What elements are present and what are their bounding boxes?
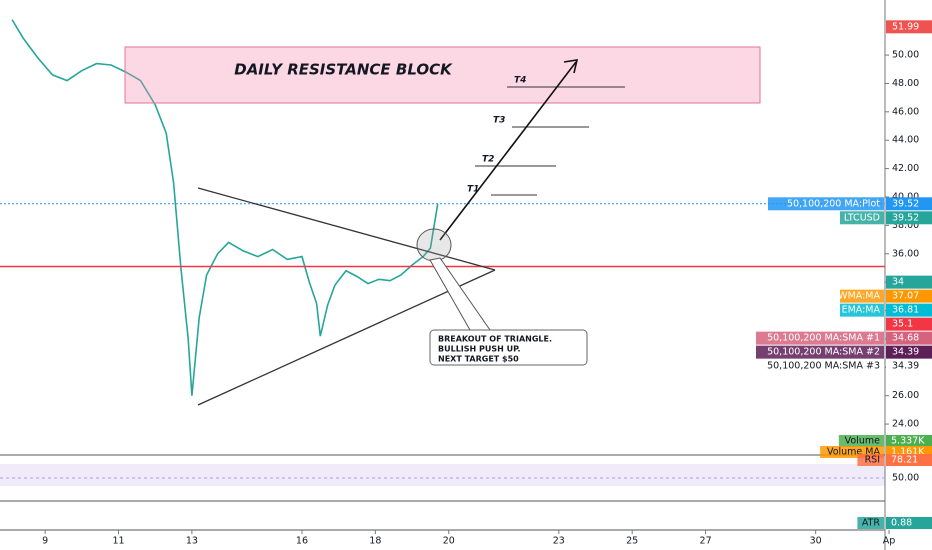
callout-text: BULLISH PUSH UP.	[438, 345, 521, 354]
indicator-value: 5.337K	[891, 436, 925, 447]
x-tick-label: 30	[810, 536, 822, 547]
rsi-tick-label: 50.00	[892, 473, 919, 484]
series-badge-name: EMA:MA	[842, 305, 881, 316]
indicator-value: 1.161K	[891, 447, 925, 458]
series-badge	[756, 359, 884, 373]
x-tick-label: Ap	[883, 536, 896, 547]
price-badge-value: 34.39	[892, 361, 919, 372]
price-badge-value: 34.68	[892, 333, 919, 344]
price-badge	[886, 345, 932, 359]
price-badge-value: 51.99	[892, 21, 919, 32]
series-badge-name: 50,100,200 MA:SMA #1	[767, 333, 880, 344]
y-tick-label: 36.00	[892, 248, 919, 259]
x-tick-label: 25	[626, 536, 638, 547]
indicator-name: ATR	[862, 518, 881, 529]
y-tick-label: 26.00	[892, 390, 919, 401]
indicator-badge	[886, 517, 932, 529]
y-tick-label: 48.00	[892, 78, 919, 89]
indicator-badge	[886, 454, 932, 466]
price-badge	[886, 20, 932, 34]
triangle-line	[197, 269, 496, 406]
price-badge-value: 39.52	[892, 198, 919, 209]
x-tick-label: 18	[369, 536, 381, 547]
x-tick-label: 9	[42, 536, 48, 547]
indicator-name-badge	[857, 517, 884, 529]
series-badge-name: WMA:MA	[838, 291, 880, 302]
price-badge	[886, 303, 932, 317]
price-badge	[886, 289, 932, 303]
y-tick-label: 44.00	[892, 135, 919, 146]
indicator-name: Volume	[845, 436, 880, 447]
price-badge	[886, 359, 932, 373]
indicator-value: 0.88	[891, 518, 912, 529]
price-badge	[886, 317, 932, 331]
price-badge	[886, 275, 932, 289]
callout-text: NEXT TARGET $50	[438, 355, 519, 364]
highlight-circle	[416, 228, 452, 262]
price-badge-value: 35.1	[892, 319, 913, 330]
indicator-name: RSI	[865, 455, 880, 466]
price-badge	[886, 331, 932, 345]
target-label: T2	[482, 155, 494, 165]
y-tick-label: 40.00	[892, 191, 919, 202]
callout-box	[429, 329, 588, 366]
block-label: DAILY RESISTANCE BLOCK	[234, 61, 453, 79]
callout-text: BREAKOUT OF TRIANGLE.	[438, 335, 552, 344]
target-label: T3	[493, 116, 505, 126]
y-tick-label: 42.00	[892, 163, 919, 174]
triangle-line	[197, 187, 496, 271]
price-badge	[886, 211, 932, 225]
y-tick-label: 50.00	[892, 50, 919, 61]
arrow	[439, 61, 577, 241]
series-badge	[768, 197, 884, 211]
series-badge-name: 50,100,200 MA:Plot	[787, 198, 880, 209]
indicator-name-badge	[838, 435, 884, 447]
y-tick-label: 38.00	[892, 220, 919, 231]
x-tick-label: 27	[700, 536, 712, 547]
series-badge	[756, 331, 884, 345]
series-badge-name: LTCUSD	[844, 212, 880, 223]
series-badge	[840, 211, 884, 225]
series-badge	[840, 303, 884, 317]
price-badge-value: 34	[892, 277, 904, 288]
price-line	[11, 19, 439, 396]
drawings: DAILY RESISTANCE BLOCK T1 T2 T3 T4 BREAK…	[124, 46, 761, 406]
target-label: T4	[514, 76, 526, 86]
x-tick-label: 20	[443, 536, 455, 547]
price-badge-value: 36.81	[892, 305, 919, 316]
indicator-badge	[886, 435, 932, 447]
series-badge-name: 50,100,200 MA:SMA #2	[767, 347, 880, 358]
x-tick-label: 13	[186, 536, 198, 547]
x-tick-label: 16	[296, 536, 308, 547]
x-tick-label: 23	[553, 536, 565, 547]
y-tick-label: 24.00	[892, 419, 919, 430]
indicator-name: Volume MA	[827, 447, 881, 458]
indicator-value: 78.21	[891, 455, 918, 466]
rsi-band	[0, 464, 885, 486]
arrow-head	[563, 59, 579, 74]
callout-pointer	[429, 257, 491, 331]
series-badge	[756, 345, 884, 359]
target-label: T1	[467, 185, 479, 195]
indicator-name-badge	[857, 454, 884, 466]
resistance-block	[124, 46, 761, 104]
price-badge-value: 34.39	[892, 347, 919, 358]
price-badge-value: 39.52	[892, 212, 919, 223]
price-badge	[886, 197, 932, 211]
series-badge	[840, 289, 884, 303]
y-tick-label: 46.00	[892, 106, 919, 117]
x-tick-label: 11	[112, 536, 124, 547]
price-badge-value: 37.07	[892, 291, 919, 302]
series-badge-name: 50,100,200 MA:SMA #3	[767, 361, 880, 372]
